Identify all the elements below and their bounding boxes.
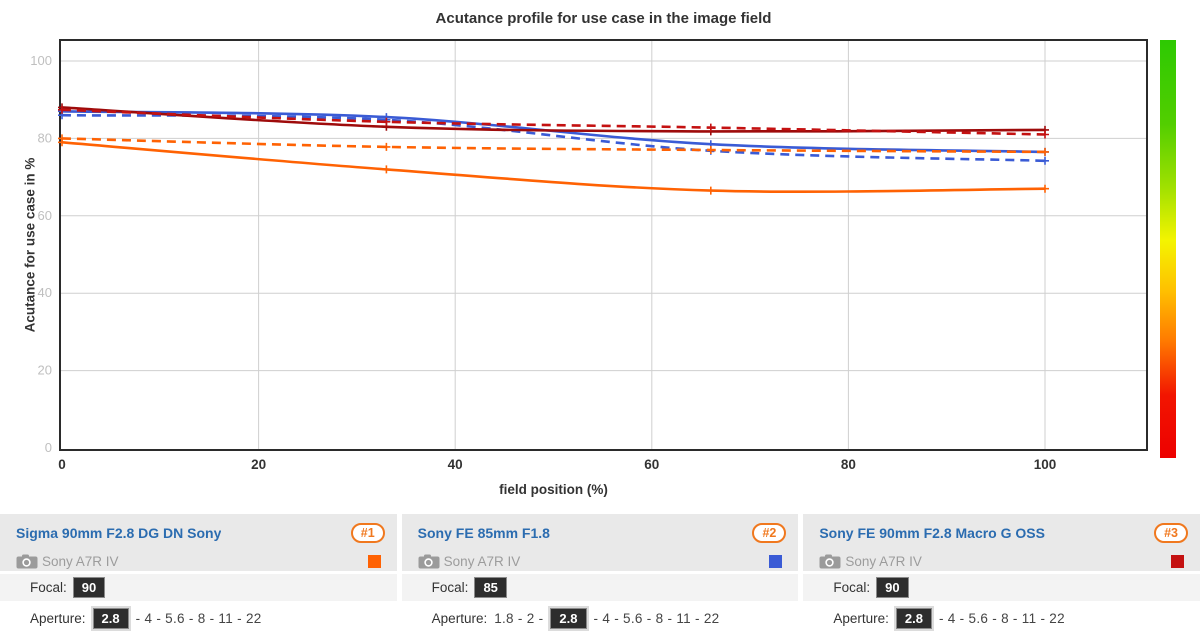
lens-name-link[interactable]: Sony FE 85mm F1.8 (417, 525, 550, 541)
lens-name-link[interactable]: Sony FE 90mm F2.8 Macro G OSS (819, 525, 1045, 541)
svg-text:80: 80 (38, 130, 52, 145)
lens-panel-1: Sigma 90mm F2.8 DG DN Sony #1 Sony A7R I… (0, 514, 397, 635)
aperture-row: Aperture: 2.8 - 4 - 5.6 - 8 - 11 - 22 (803, 601, 1200, 635)
rank-badge: #2 (752, 523, 787, 543)
aperture-options-after[interactable]: - 4 - 5.6 - 8 - 11 - 22 (135, 610, 262, 626)
rank-badge: #3 (1154, 523, 1189, 543)
y-axis-title: Acutance for use case in % (22, 157, 38, 333)
lens-panel-1-header: Sigma 90mm F2.8 DG DN Sony #1 Sony A7R I… (0, 514, 397, 571)
aperture-options-after[interactable]: - 4 - 5.6 - 8 - 11 - 22 (593, 610, 720, 626)
focal-row: Focal: 85 (401, 574, 799, 601)
camera-icon (819, 554, 841, 569)
aperture-selected-badge[interactable]: 2.8 (895, 607, 932, 629)
series-color-swatch (1171, 554, 1185, 568)
focal-label: Focal: (30, 580, 67, 595)
chart-title: Acutance profile for use case in the ima… (435, 10, 772, 27)
svg-text:20: 20 (38, 363, 52, 378)
aperture-label: Aperture: (431, 610, 488, 626)
focal-row: Focal: 90 (0, 574, 397, 601)
lens-legend: Sigma 90mm F2.8 DG DN Sony #1 Sony A7R I… (0, 514, 1200, 635)
svg-text:0: 0 (58, 457, 66, 472)
svg-text:40: 40 (38, 285, 52, 300)
lens-panel-2-header: Sony FE 85mm F1.8 #2 Sony A7R IV (401, 514, 799, 571)
aperture-options-before[interactable]: 1.8 - 2 - (494, 610, 544, 626)
aperture-options-after[interactable]: - 4 - 5.6 - 8 - 11 - 22 (938, 610, 1065, 626)
focal-label: Focal: (431, 580, 469, 595)
focal-value-badge[interactable]: 90 (876, 577, 909, 598)
svg-text:100: 100 (1034, 457, 1057, 472)
svg-text:20: 20 (251, 457, 266, 472)
svg-text:80: 80 (841, 457, 856, 472)
x-axis-title: field position (%) (499, 482, 608, 497)
svg-text:100: 100 (30, 53, 52, 68)
svg-text:0: 0 (45, 440, 52, 455)
rank-badge: #1 (350, 523, 385, 543)
acutance-chart: 0 20 40 60 80 100 0 20 40 60 80 100 (30, 39, 1148, 472)
series-color-swatch (769, 554, 783, 568)
focal-label: Focal: (833, 580, 871, 595)
aperture-row: Aperture: 1.8 - 2 - 2.8 - 4 - 5.6 - 8 - … (401, 601, 799, 635)
svg-text:60: 60 (644, 457, 659, 472)
color-scale-gradient (1160, 40, 1176, 458)
camera-name: Sony A7R IV (845, 553, 922, 569)
focal-row: Focal: 90 (803, 574, 1200, 601)
lens-name-link[interactable]: Sigma 90mm F2.8 DG DN Sony (16, 525, 222, 541)
camera-icon (16, 554, 38, 569)
lens-panel-3: Sony FE 90mm F2.8 Macro G OSS #3 Sony A7… (803, 514, 1200, 635)
focal-value-badge[interactable]: 85 (474, 577, 507, 598)
series-color-swatch (367, 554, 381, 568)
svg-text:40: 40 (448, 457, 463, 472)
aperture-row: Aperture: 2.8 - 4 - 5.6 - 8 - 11 - 22 (0, 601, 397, 635)
camera-name: Sony A7R IV (42, 553, 119, 569)
aperture-label: Aperture: (30, 610, 86, 626)
aperture-selected-badge[interactable]: 2.8 (92, 607, 129, 629)
camera-name: Sony A7R IV (443, 553, 521, 569)
focal-value-badge[interactable]: 90 (72, 577, 106, 598)
lens-panel-2: Sony FE 85mm F1.8 #2 Sony A7R IV Focal: … (401, 514, 799, 635)
lens-panel-3-header: Sony FE 90mm F2.8 Macro G OSS #3 Sony A7… (803, 514, 1200, 571)
aperture-selected-badge[interactable]: 2.8 (550, 607, 587, 629)
aperture-label: Aperture: (833, 610, 889, 626)
camera-icon (418, 554, 440, 569)
svg-text:60: 60 (38, 208, 52, 223)
